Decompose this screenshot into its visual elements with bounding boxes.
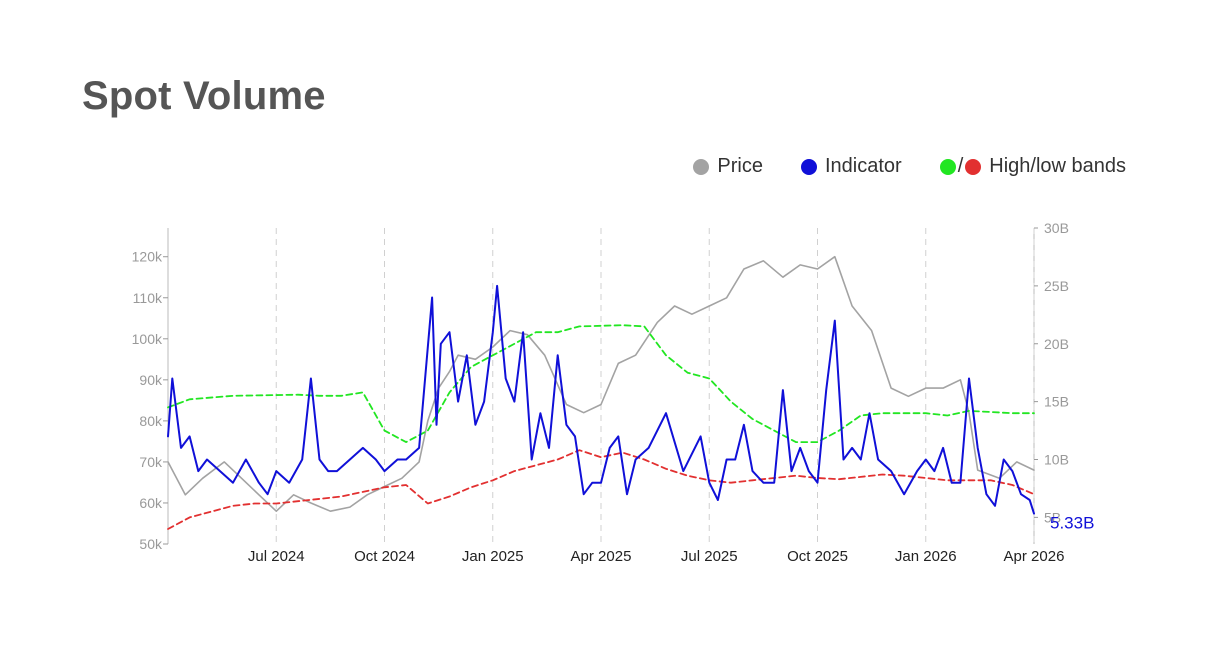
- legend-label-price: Price: [717, 155, 763, 177]
- legend-label-bands: High/low bands: [989, 155, 1126, 177]
- price-dot-icon: [693, 158, 710, 175]
- low-band-dot-icon: [965, 158, 982, 175]
- y-left-tick-label: 120k: [132, 249, 163, 265]
- high-band-line: [167, 324, 1035, 443]
- price-series-line: [167, 255, 1035, 512]
- y-right-tick-label: 25B: [1044, 278, 1069, 294]
- x-tick-label: Jan 2026: [895, 548, 957, 565]
- y-left-tick-label: 100k: [132, 331, 163, 347]
- x-tick-label: Jan 2025: [462, 548, 524, 565]
- y-right-tick-label: 30B: [1044, 220, 1069, 236]
- legend-separator: /: [957, 155, 964, 177]
- x-tick-label: Apr 2026: [1004, 548, 1065, 565]
- y-left-tick-label: 110k: [133, 290, 163, 306]
- y-right-tick-label: 5B: [1044, 509, 1061, 525]
- x-tick-label: Apr 2025: [571, 548, 632, 565]
- indicator-last-value-label: 5.33B: [1050, 514, 1094, 533]
- x-tick-label: Oct 2025: [787, 548, 848, 565]
- y-right-tick-label: 20B: [1044, 336, 1069, 352]
- indicator-dot-icon: [800, 158, 817, 175]
- legend-item-bands[interactable]: / High/low bands: [939, 155, 1126, 178]
- low-band-line: [167, 449, 1035, 530]
- y-left-tick-label: 90k: [139, 372, 163, 388]
- y-right-tick-label: 10B: [1044, 452, 1069, 468]
- legend-label-indicator: Indicator: [824, 155, 902, 177]
- high-band-dot-icon: [939, 158, 956, 175]
- y-left-tick-label: 50k: [139, 536, 163, 552]
- x-tick-label: Oct 2024: [354, 548, 415, 565]
- legend-item-price[interactable]: Price: [693, 155, 763, 178]
- x-tick-label: Jul 2025: [681, 548, 738, 565]
- legend-item-indicator[interactable]: Indicator: [800, 155, 902, 178]
- chart-legend: Price Indicator / High/low bands: [655, 155, 1126, 178]
- y-right-tick-label: 15B: [1044, 394, 1069, 410]
- x-tick-label: Jul 2024: [248, 548, 305, 565]
- y-left-tick-label: 70k: [139, 454, 163, 470]
- y-left-tick-label: 60k: [139, 495, 163, 511]
- indicator-series-line: [167, 284, 1035, 515]
- chart-title: Spot Volume: [82, 74, 326, 118]
- y-left-tick-label: 80k: [139, 413, 163, 429]
